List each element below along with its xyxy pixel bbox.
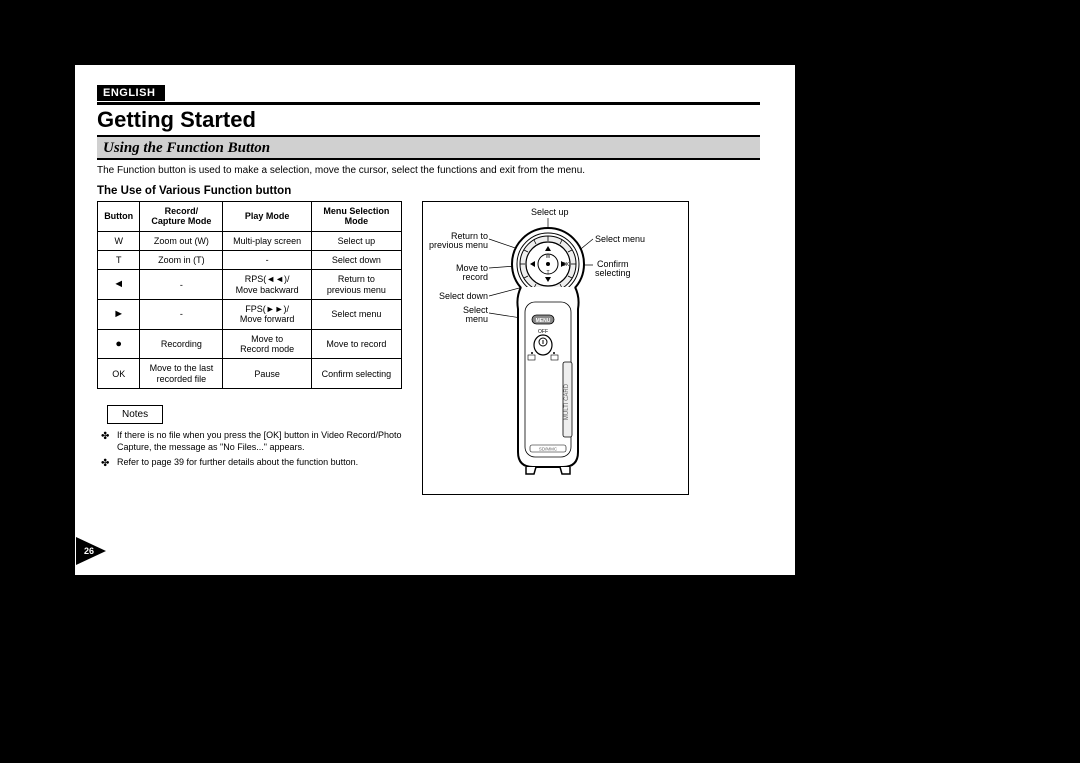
table-cell: W [98,231,140,250]
table-cell: ► [98,300,140,330]
th-menu: Menu SelectionMode [311,202,401,232]
table-cell: - [140,270,223,300]
notes-label: Notes [107,405,163,424]
th-record: Record/Capture Mode [140,202,223,232]
table-cell: Select menu [311,300,401,330]
th-play: Play Mode [223,202,311,232]
section-rule-bottom [97,158,760,160]
table-cell: - [140,300,223,330]
page-number-badge: 26 [76,537,106,565]
th-button: Button [98,202,140,232]
svg-text:OFF: OFF [538,329,548,335]
table-cell: Move toRecord mode [223,329,311,359]
section-band: Using the Function Button [97,137,760,158]
table-cell: - [223,251,311,270]
table-cell: Move to record [311,329,401,359]
table-cell: ● [98,329,140,359]
table-cell: Move to the lastrecorded file [140,359,223,389]
w-letter: W [546,254,551,260]
language-tag: ENGLISH [97,85,165,101]
svg-text:SD/MMC: SD/MMC [539,447,558,452]
table-cell: T [98,251,140,270]
section-title: Using the Function Button [103,140,270,156]
right-column: Select up Return toprevious menu Move to… [422,201,760,501]
table-row: ►-FPS(►►)/Move forwardSelect menu [98,300,402,330]
notes-list: If there is no file when you press the [… [101,430,402,468]
table-row: ◄-RPS(◄◄)/Move backwardReturn toprevious… [98,270,402,300]
table-row: ●RecordingMove toRecord modeMove to reco… [98,329,402,359]
note-item: If there is no file when you press the [… [101,430,402,453]
table-cell: Zoom in (T) [140,251,223,270]
table-header-row: Button Record/Capture Mode Play Mode Men… [98,202,402,232]
table-body: WZoom out (W)Multi-play screenSelect upT… [98,231,402,388]
device-svg: W T OK MENU OFF [423,202,688,494]
manual-page: ENGLISH Getting Started Using the Functi… [75,65,795,575]
left-column: Button Record/Capture Mode Play Mode Men… [97,201,402,471]
note-item: Refer to page 39 for further details abo… [101,457,402,469]
function-table: Button Record/Capture Mode Play Mode Men… [97,201,402,389]
table-cell: Recording [140,329,223,359]
table-row: TZoom in (T)-Select down [98,251,402,270]
table-cell: OK [98,359,140,389]
table-row: OKMove to the lastrecorded filePauseConf… [98,359,402,389]
table-cell: Multi-play screen [223,231,311,250]
table-heading: The Use of Various Function button [97,185,760,197]
table-row: WZoom out (W)Multi-play screenSelect up [98,231,402,250]
ok-letter: OK [562,262,570,268]
table-cell: Confirm selecting [311,359,401,389]
table-cell: Pause [223,359,311,389]
svg-text:MULTI CARD: MULTI CARD [564,383,570,420]
table-cell: Return toprevious menu [311,270,401,300]
table-cell: Select down [311,251,401,270]
table-cell: FPS(►►)/Move forward [223,300,311,330]
page-number: 26 [84,546,94,556]
table-cell: RPS(◄◄)/Move backward [223,270,311,300]
table-cell: Select up [311,231,401,250]
table-cell: Zoom out (W) [140,231,223,250]
chapter-title: Getting Started [97,107,760,133]
svg-text:MENU: MENU [536,318,551,324]
header-rule [97,102,760,105]
table-cell: ◄ [98,270,140,300]
device-diagram: Select up Return toprevious menu Move to… [422,201,689,495]
intro-text: The Function button is used to make a se… [97,164,760,177]
t-letter: T [546,270,549,276]
